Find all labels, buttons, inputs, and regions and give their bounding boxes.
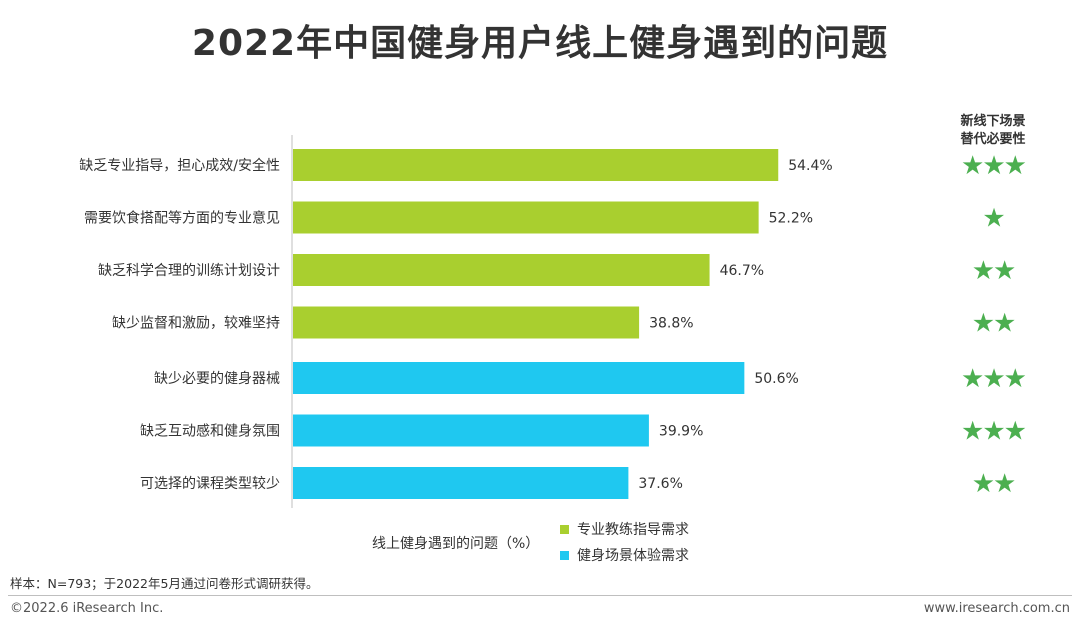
legend-label-scene: 健身场景体验需求 <box>577 548 689 564</box>
category-label-6: 可选择的课程类型较少 <box>140 476 280 492</box>
value-label-4: 50.6% <box>754 371 798 387</box>
star-header-line1: 新线下场景 <box>960 114 1026 129</box>
legend-swatch-scene <box>560 550 569 560</box>
category-label-5: 缺乏互动感和健身氛围 <box>140 423 280 440</box>
sample-footnote: 样本：N=793；于2022年5月通过问卷形式调研获得。 <box>10 576 319 591</box>
legend-swatch-coach <box>560 524 569 534</box>
copyright: ©2022.6 iResearch Inc. <box>10 601 164 616</box>
star-rating-6: ★★ <box>972 469 1015 499</box>
legend-item-coach: 专业教练指导需求 <box>560 516 689 542</box>
legend-label-coach: 专业教练指导需求 <box>577 522 689 538</box>
star-rating-1: ★ <box>982 204 1004 234</box>
category-label-4: 缺少必要的健身器械 <box>154 371 280 387</box>
star-rating-0: ★★★ <box>961 151 1026 181</box>
legend: 专业教练指导需求 健身场景体验需求 <box>560 516 689 568</box>
category-label-2: 缺乏科学合理的训练计划设计 <box>98 263 280 279</box>
value-label-1: 52.2% <box>769 211 813 227</box>
bar-0 <box>293 149 779 181</box>
value-label-0: 54.4% <box>788 158 832 174</box>
x-axis-title: 线上健身遇到的问题（%） <box>372 536 540 552</box>
star-rating-5: ★★★ <box>961 417 1026 447</box>
value-label-6: 37.6% <box>638 476 682 492</box>
bar-2 <box>293 254 710 286</box>
star-rating-3: ★★ <box>972 309 1015 339</box>
bar-4 <box>293 362 745 394</box>
bar-6 <box>293 467 629 499</box>
bar-5 <box>293 414 649 447</box>
category-label-0: 缺乏专业指导，担心成效/安全性 <box>79 157 280 174</box>
category-label-1: 需要饮食搭配等方面的专业意见 <box>84 210 280 227</box>
bar-chart: 缺乏专业指导，担心成效/安全性 54.4% ★★★需要饮食搭配等方面的专业意见 52.… <box>79 135 1028 508</box>
star-column-header: 新线下场景 替代必要性 <box>948 113 1038 149</box>
website-link[interactable]: www.iresearch.com.cn <box>923 601 1070 616</box>
star-header-line2: 替代必要性 <box>960 132 1026 147</box>
value-label-5: 39.9% <box>659 424 703 440</box>
legend-item-scene: 健身场景体验需求 <box>560 542 689 568</box>
bar-1 <box>293 201 759 234</box>
value-label-3: 38.8% <box>649 316 693 332</box>
category-label-3: 缺少监督和激励，较难坚持 <box>112 315 280 332</box>
chart-title: 2022年中国健身用户线上健身遇到的问题 <box>191 23 889 64</box>
star-rating-4: ★★★ <box>961 364 1026 394</box>
value-label-2: 46.7% <box>720 263 764 279</box>
star-rating-2: ★★ <box>972 256 1015 286</box>
bar-3 <box>293 306 640 339</box>
footer-divider <box>8 595 1072 596</box>
